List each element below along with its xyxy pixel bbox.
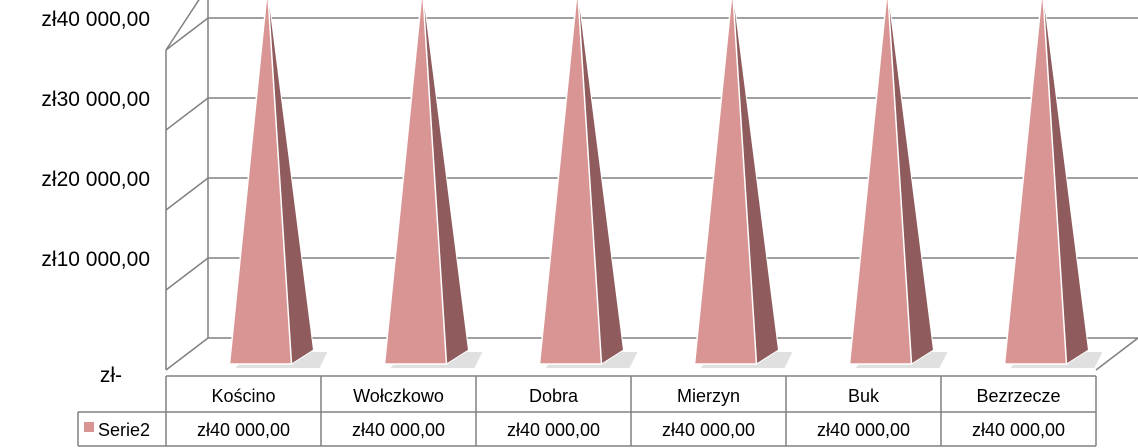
y-tick-label: zł20 000,00: [41, 168, 150, 191]
gridline: [165, 177, 1138, 211]
pyramid-front-face: [538, 0, 603, 365]
pyramid-front-face: [383, 0, 448, 365]
data-table-value: zł40 000,00: [507, 420, 600, 440]
data-table-value: zł40 000,00: [197, 420, 290, 440]
legend-series-name: Serie2: [98, 420, 150, 440]
pyramid-bar: [1003, 0, 1103, 368]
y-axis-tick-labels: zł-zł10 000,00 zł20 000,00 zł30 000,00 zł40…: [41, 8, 150, 387]
category-label: Wołczkowo: [353, 386, 444, 406]
gridline: [165, 17, 1138, 51]
category-label: Kościno: [211, 386, 275, 406]
floor-right-edge: [1095, 337, 1138, 371]
pyramid-bars: [228, 0, 1103, 368]
data-table-value: zł40 000,00: [352, 420, 445, 440]
pyramid-bar: [538, 0, 638, 368]
pyramid-bar: [848, 0, 948, 368]
pyramid-front-face: [848, 0, 913, 365]
gridlines: [165, 0, 1138, 371]
y-tick-label: zł10 000,00: [41, 248, 150, 271]
pyramid-front-face: [1003, 0, 1068, 365]
gridline: [165, 337, 1138, 371]
gridline: [165, 257, 1138, 291]
category-label: Buk: [848, 386, 880, 406]
category-label: Dobra: [529, 386, 579, 406]
data-table-value: zł40 000,00: [662, 420, 755, 440]
y-tick-label: zł40 000,00: [41, 8, 150, 31]
pyramid-front-face: [228, 0, 293, 365]
side-wall-top-edge: [165, 0, 200, 51]
y-tick-label: zł30 000,00: [41, 88, 150, 111]
data-table-value: zł40 000,00: [817, 420, 910, 440]
pyramid-bar: [383, 0, 483, 368]
legend-key: [84, 422, 94, 432]
pyramid-bar: [693, 0, 793, 368]
category-label: Mierzyn: [677, 386, 740, 406]
pyramid-bar: [228, 0, 328, 368]
gridline: [165, 97, 1138, 131]
y-tick-label: zł-: [100, 364, 122, 387]
pyramid-front-face: [693, 0, 758, 365]
category-label: Bezrzecze: [976, 386, 1060, 406]
data-table-value: zł40 000,00: [972, 420, 1065, 440]
data-table: Kościno Wołczkowo Dobra Mierzyn Buk Bezrzecze…: [77, 375, 1097, 447]
